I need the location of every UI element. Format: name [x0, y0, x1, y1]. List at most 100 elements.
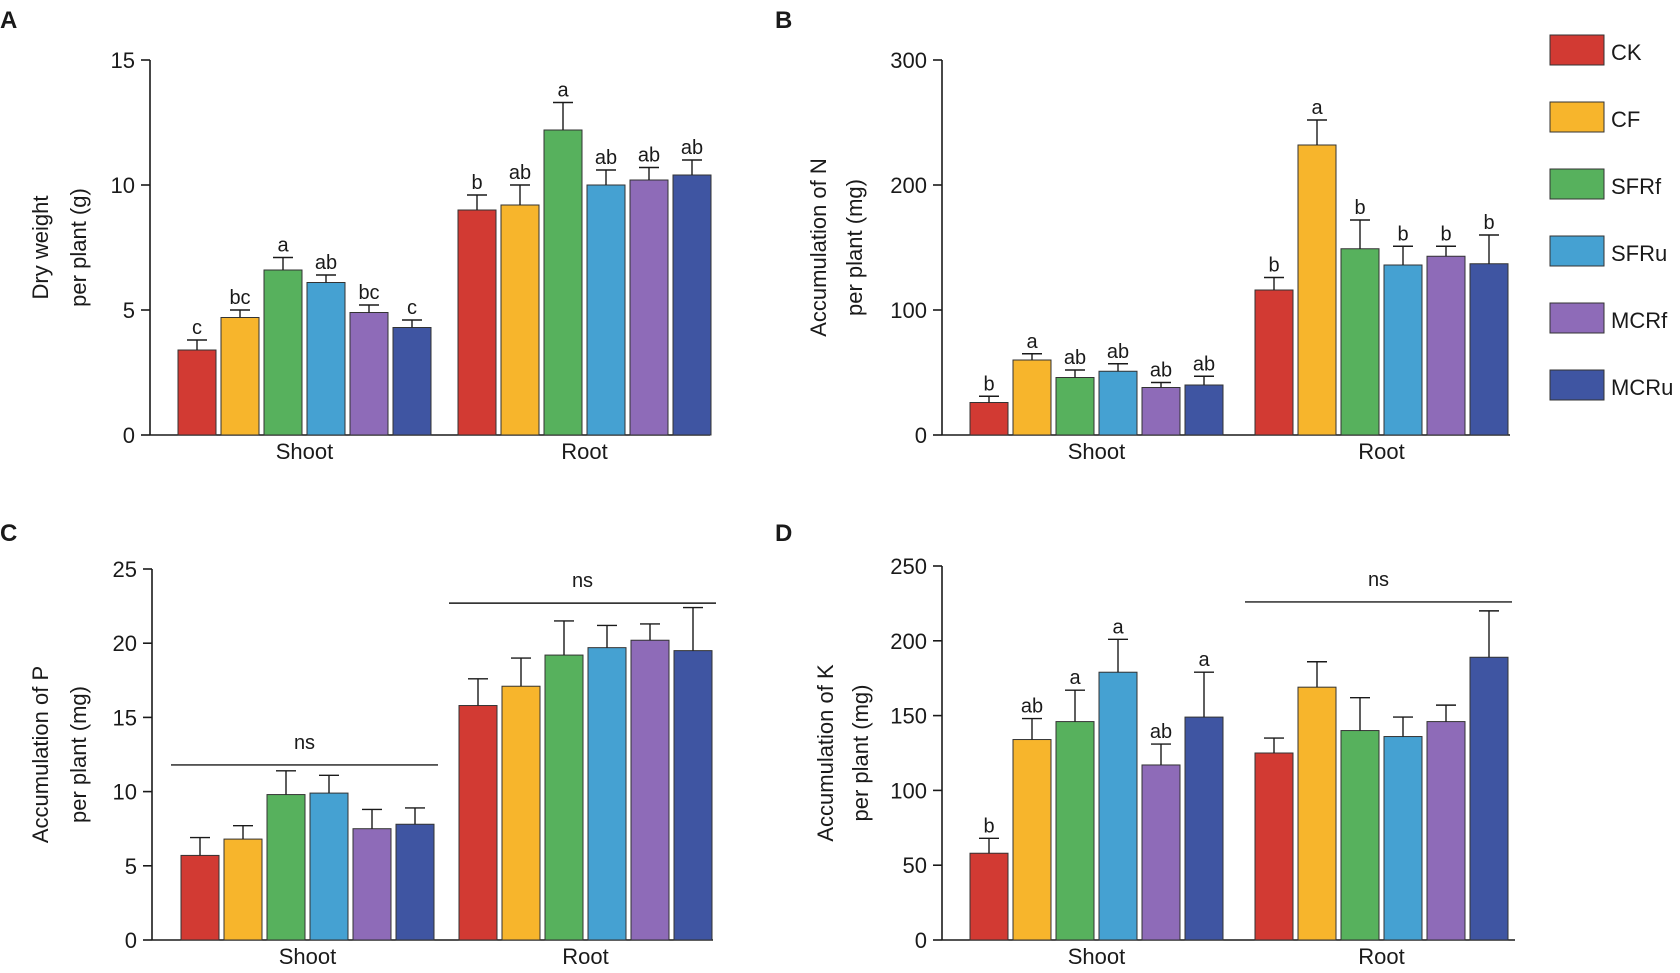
bar-mcrf-root: [630, 639, 670, 941]
significance-label: bc: [229, 287, 250, 309]
legend-swatch-sfru: [1549, 235, 1605, 267]
legend-swatch-cf: [1549, 101, 1605, 133]
y-tick-label: 300: [890, 48, 927, 73]
bar-cf-shoot: [223, 838, 263, 941]
chart-panel-b: B 0 100 200 300 Accumulation of N per plant (m…: [775, 7, 1510, 464]
y-axis-title-line2: per plant (g): [66, 188, 91, 307]
bar-ck-shoot: [180, 854, 220, 941]
panel-letter: D: [775, 520, 792, 547]
y-tick-label: 10: [111, 173, 135, 198]
y-tick-label: 50: [903, 853, 927, 878]
y-tick-label: 15: [113, 705, 137, 730]
bar-cf-shoot: [220, 317, 260, 436]
significance-label: b: [1440, 223, 1451, 245]
bar-mcru-root: [672, 174, 712, 436]
significance-label: a: [1026, 331, 1038, 353]
significance-label: b: [983, 815, 994, 837]
significance-label: ab: [1150, 360, 1172, 382]
significance-label: ab: [638, 145, 660, 167]
bar-sfru-shoot: [1098, 671, 1138, 941]
y-tick-label: 5: [125, 854, 137, 879]
bar-mcru-shoot: [1184, 384, 1224, 436]
significance-label: a: [1069, 667, 1081, 689]
bar-ck-root: [1254, 289, 1294, 436]
bar-sfru-shoot: [309, 792, 349, 941]
bar-cf-root: [1297, 144, 1337, 436]
significance-label: b: [1268, 255, 1279, 277]
chart-panel-d: D 0 50 100 150 200 250 Accumulation of K per pla…: [775, 520, 1515, 969]
bar-sfrf-shoot: [1055, 721, 1095, 941]
y-tick-label: 0: [915, 423, 927, 448]
significance-label: a: [1311, 97, 1323, 119]
y-axis-title-line1: Dry weight: [28, 196, 53, 300]
significance-label: a: [1112, 616, 1124, 638]
bar-sfru-root: [1383, 736, 1423, 941]
y-tick-label: 0: [125, 928, 137, 953]
legend-swatch-mcru: [1549, 369, 1605, 401]
y-axis-title-line1: Accumulation of N: [806, 158, 831, 337]
legend: CK CF SFRf SFRu MCRf MCRu: [1549, 34, 1673, 401]
bar-ck-root: [457, 209, 497, 436]
significance-label: a: [557, 80, 569, 102]
bar-mcrf-root: [1426, 255, 1466, 436]
significance-label: c: [407, 297, 417, 319]
significance-label: ab: [1150, 721, 1172, 743]
bar-sfru-shoot: [306, 282, 346, 436]
bar-mcru-root: [1469, 656, 1509, 941]
bar-mcrf-shoot: [352, 828, 392, 941]
y-tick-label: 100: [890, 298, 927, 323]
bar-mcrf-root: [1426, 721, 1466, 941]
bar-cf-shoot: [1012, 739, 1052, 941]
ns-label: ns: [572, 570, 593, 592]
y-axis-title-line2: per plant (mg): [842, 179, 867, 316]
y-tick-label: 5: [123, 298, 135, 323]
bar-mcru-shoot: [395, 823, 435, 941]
bar-mcrf-root: [629, 179, 669, 436]
legend-label-mcrf: MCRf: [1611, 308, 1668, 333]
bar-ck-root: [1254, 752, 1294, 941]
significance-label: ab: [1064, 347, 1086, 369]
bar-sfru-shoot: [1098, 370, 1138, 436]
y-tick-label: 15: [111, 48, 135, 73]
bar-sfru-root: [1383, 264, 1423, 436]
significance-label: b: [471, 172, 482, 194]
x-group-label: Shoot: [1068, 439, 1126, 464]
significance-label: bc: [358, 282, 379, 304]
y-tick-label: 25: [113, 557, 137, 582]
bar-sfrf-root: [1340, 248, 1380, 436]
y-tick-label: 0: [123, 423, 135, 448]
significance-label: b: [1483, 212, 1494, 234]
y-tick-label: 250: [890, 554, 927, 579]
x-group-label: Shoot: [276, 439, 334, 464]
bar-sfru-root: [586, 184, 626, 436]
bar-cf-root: [1297, 686, 1337, 941]
significance-label: ab: [1107, 341, 1129, 363]
bar-sfrf-root: [543, 129, 583, 436]
bar-sfrf-root: [544, 654, 584, 941]
significance-label: a: [1198, 649, 1210, 671]
bar-mcru-shoot: [392, 327, 432, 436]
bar-cf-root: [501, 685, 541, 941]
x-group-label: Root: [561, 439, 607, 464]
bar-sfrf-root: [1340, 730, 1380, 941]
significance-label: b: [1354, 197, 1365, 219]
y-tick-label: 150: [890, 704, 927, 729]
x-group-label: Shoot: [1068, 944, 1126, 969]
significance-label: a: [277, 235, 289, 257]
legend-swatch-ck: [1549, 34, 1605, 66]
y-axis-title-line1: Accumulation of P: [28, 666, 53, 843]
ns-label: ns: [1368, 569, 1389, 591]
bar-mcrf-shoot: [349, 312, 389, 436]
bar-cf-shoot: [1012, 359, 1052, 436]
bar-mcru-root: [1469, 263, 1509, 436]
x-group-label: Root: [1358, 944, 1404, 969]
bar-mcrf-shoot: [1141, 387, 1181, 436]
y-tick-label: 0: [915, 928, 927, 953]
legend-swatch-sfrf: [1549, 168, 1605, 200]
significance-label: ab: [509, 162, 531, 184]
bar-ck-shoot: [177, 349, 217, 436]
y-axis-title-line2: per plant (mg): [848, 685, 873, 822]
y-tick-label: 200: [890, 629, 927, 654]
